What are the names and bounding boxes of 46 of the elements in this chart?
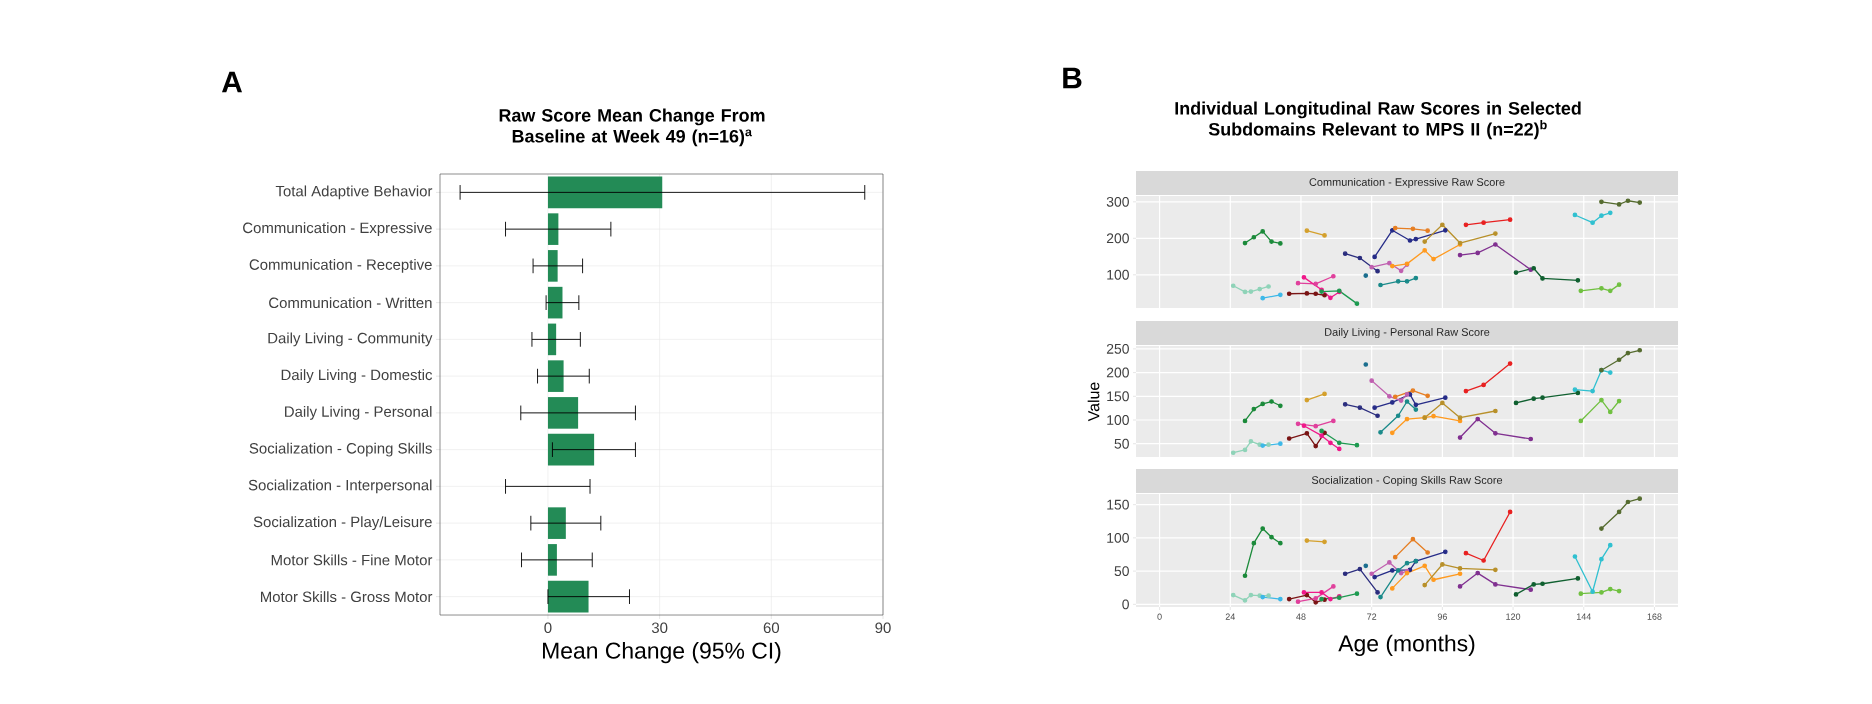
x-tick-label: 0 [544,622,552,634]
y-tick-label: 0 [1122,599,1129,610]
y-tick-label: 150 [1107,391,1129,402]
x-tick-label: 60 [763,622,780,634]
y-tick-label: Communication - Receptive [249,258,432,273]
chart-title: Socialization - Coping Skills Raw Score [1311,475,1503,487]
y-tick-label: 150 [1107,499,1129,510]
y-tick-label: 250 [1106,343,1129,354]
y-tick-label: 50 [1114,566,1129,577]
chart-title: Communication - Expressive Raw Score [1309,177,1505,189]
x-axis-title: Mean Change (95% CI) [543,641,781,664]
x-tick-label: 96 [1437,613,1447,620]
text: B [1063,67,1082,89]
y-tick-label: 100 [1107,532,1129,543]
y-tick-label: Daily Living - Community [268,332,433,347]
x-tick-label: 24 [1225,613,1235,620]
x-tick-label: 120 [1506,613,1521,620]
chart-title: Raw Score Mean Change From Baseline at Week 49 (n=16)$^{a}$ [499,108,765,147]
x-tick-label: 30 [651,622,668,634]
y-tick-label: 200 [1106,367,1129,378]
x-tick-label: 144 [1576,613,1591,620]
x-tick-label: 72 [1367,613,1377,620]
y-tick-label: Socialization - Play/Leisure [253,516,432,531]
text: A [221,71,243,93]
x-tick-label: 0 [1157,613,1162,620]
y-axis-title: Value [1087,382,1100,422]
x-axis-title: Age (months) [1338,634,1475,657]
text: Individual Longitudinal Raw Scores in Selected Subdomains Relevant to MPS II (n=22)$^{b}$ [1175,101,1581,140]
y-tick-label: 100 [1107,415,1129,425]
x-tick-label: 168 [1647,613,1662,620]
y-tick-label: 200 [1106,233,1129,244]
y-tick-label: Communication - Written [269,297,432,309]
y-tick-label: 50 [1114,438,1129,449]
y-tick-label: Motor Skills - Gross Motor [260,591,433,603]
y-tick-label: Communication - Expressive [243,222,432,237]
y-tick-label: Daily Living - Domestic [281,369,433,384]
x-tick-label: 48 [1296,613,1306,620]
y-tick-label: Total Adaptive Behavior [275,185,433,200]
y-tick-label: Motor Skills - Fine Motor [271,554,433,566]
y-tick-label: Daily Living - Personal [285,405,432,420]
x-tick-label: 90 [875,622,891,634]
y-tick-label: Socialization - Interpersonal [248,479,432,494]
chart-title: Daily Living - Personal Raw Score [1325,327,1490,339]
y-tick-label: 300 [1106,196,1129,207]
y-tick-label: Socialization - Coping Skills [249,442,432,457]
y-tick-label: 100 [1107,269,1129,280]
